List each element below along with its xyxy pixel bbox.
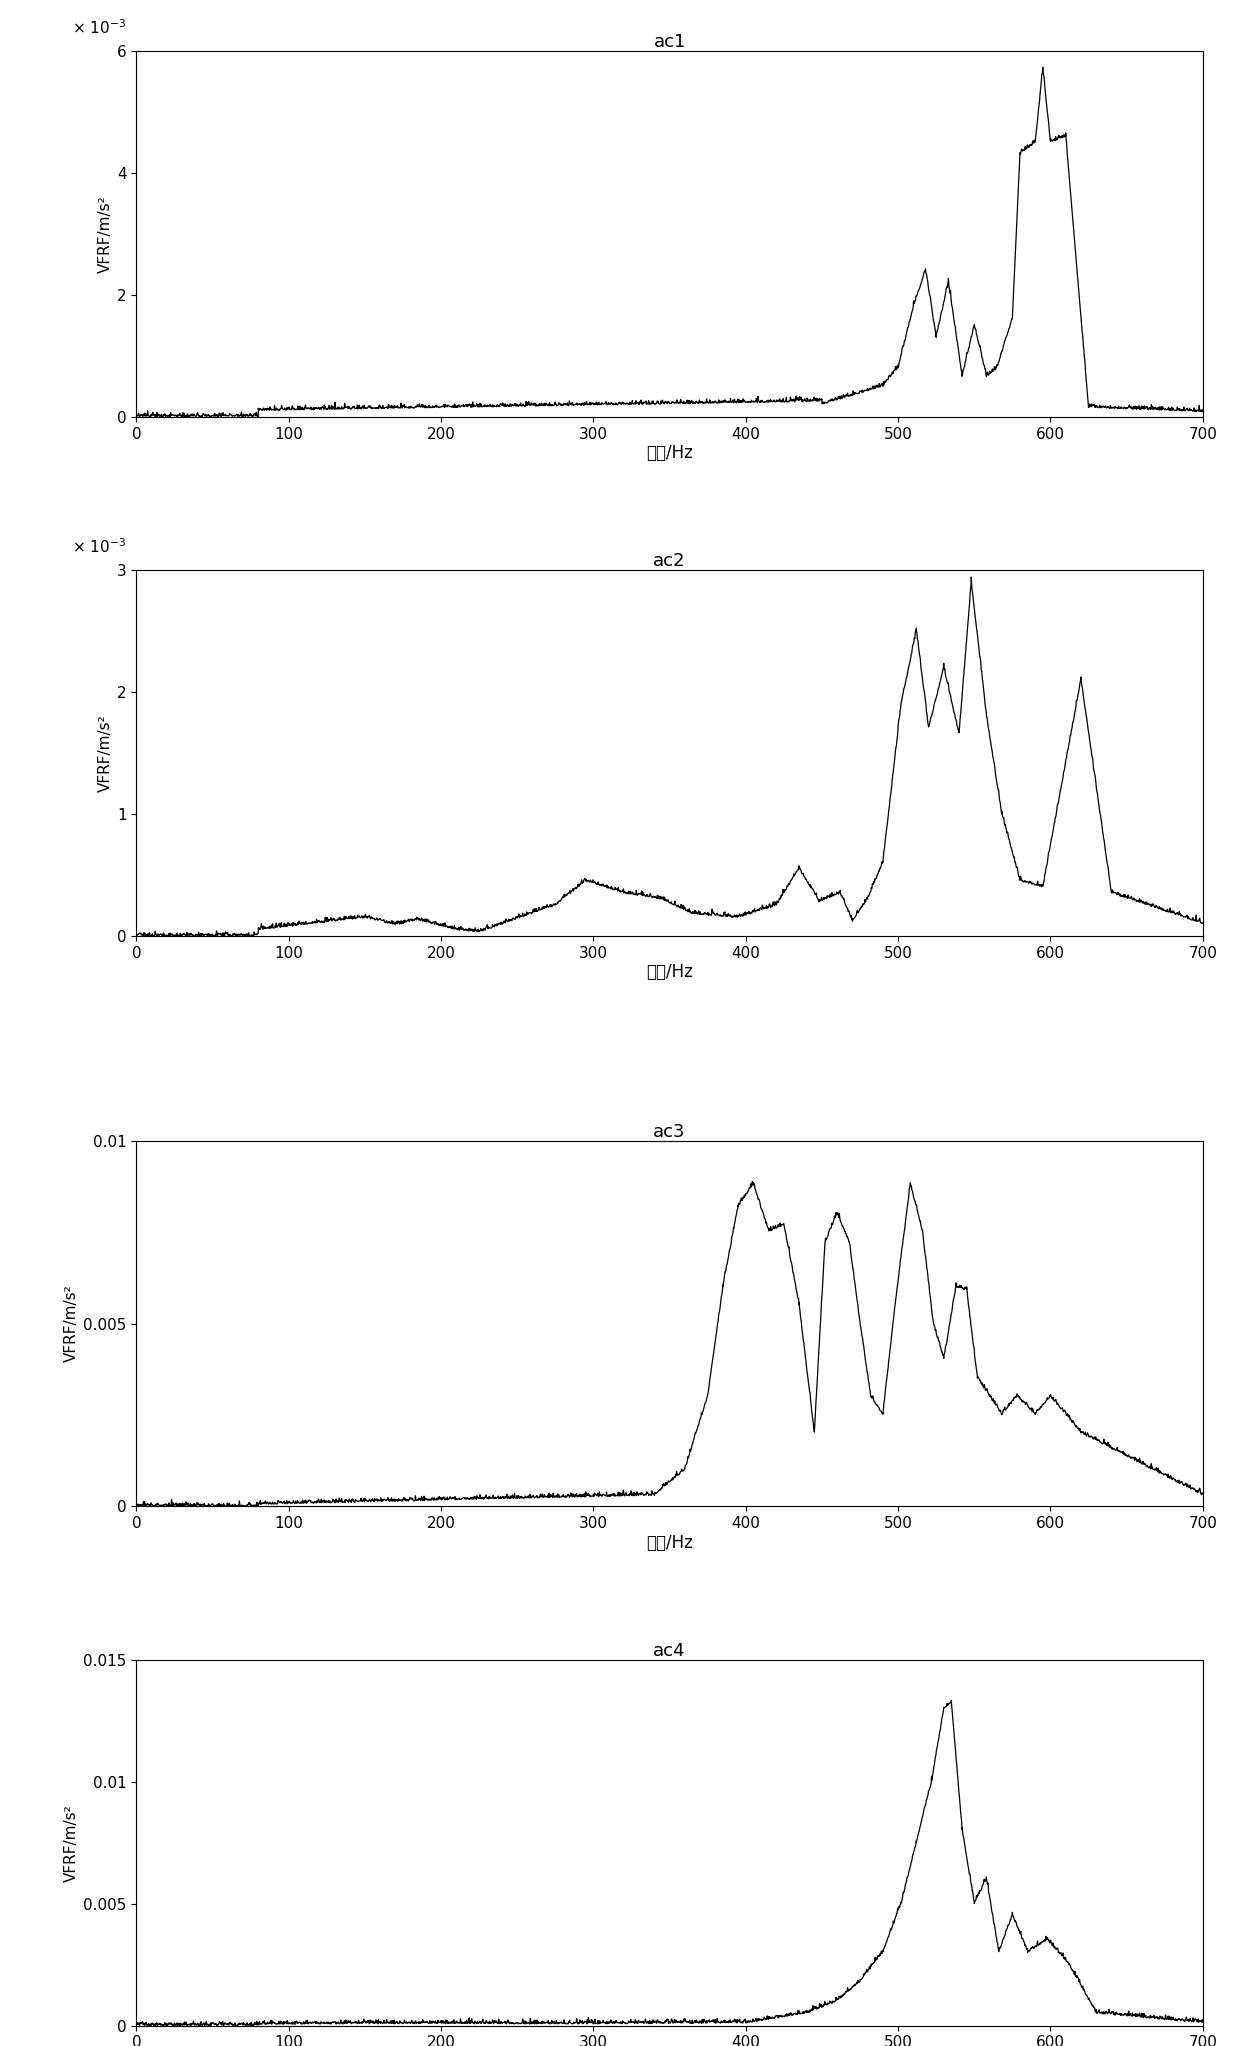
X-axis label: 频率/Hz: 频率/Hz bbox=[646, 444, 693, 462]
Y-axis label: VFRF/m/s²: VFRF/m/s² bbox=[98, 714, 113, 792]
X-axis label: 频率/Hz: 频率/Hz bbox=[646, 964, 693, 982]
Title: ac1: ac1 bbox=[653, 33, 686, 51]
Text: $\times\ 10^{-3}$: $\times\ 10^{-3}$ bbox=[72, 18, 126, 37]
Title: ac3: ac3 bbox=[653, 1123, 686, 1140]
Y-axis label: VFRF/m/s²: VFRF/m/s² bbox=[64, 1285, 79, 1363]
X-axis label: 频率/Hz: 频率/Hz bbox=[646, 1534, 693, 1551]
Text: $\times\ 10^{-3}$: $\times\ 10^{-3}$ bbox=[72, 536, 126, 557]
Y-axis label: VFRF/m/s²: VFRF/m/s² bbox=[98, 194, 113, 272]
Title: ac4: ac4 bbox=[653, 1641, 686, 1659]
Y-axis label: VFRF/m/s²: VFRF/m/s² bbox=[64, 1805, 79, 1882]
Title: ac2: ac2 bbox=[653, 552, 686, 571]
